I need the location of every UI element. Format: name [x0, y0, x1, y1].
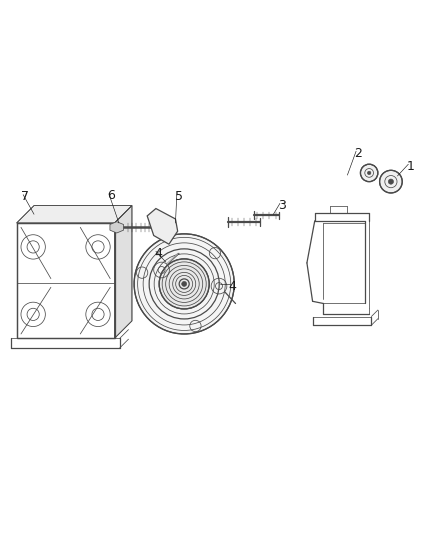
Polygon shape	[115, 206, 132, 338]
Text: 2: 2	[354, 147, 362, 160]
Circle shape	[360, 164, 378, 182]
Text: 1: 1	[406, 160, 414, 173]
Text: 5: 5	[175, 190, 183, 204]
Text: 6: 6	[107, 190, 115, 203]
Circle shape	[380, 171, 402, 193]
Circle shape	[389, 179, 393, 184]
Circle shape	[367, 171, 371, 175]
Circle shape	[159, 259, 209, 309]
Text: 3: 3	[278, 199, 286, 212]
Text: 7: 7	[21, 190, 29, 204]
Text: 4: 4	[228, 280, 236, 293]
Polygon shape	[17, 223, 115, 338]
Circle shape	[182, 281, 187, 286]
Polygon shape	[110, 222, 124, 233]
Circle shape	[134, 234, 234, 334]
Text: 4: 4	[154, 247, 162, 260]
Polygon shape	[147, 208, 178, 244]
Polygon shape	[17, 206, 132, 223]
